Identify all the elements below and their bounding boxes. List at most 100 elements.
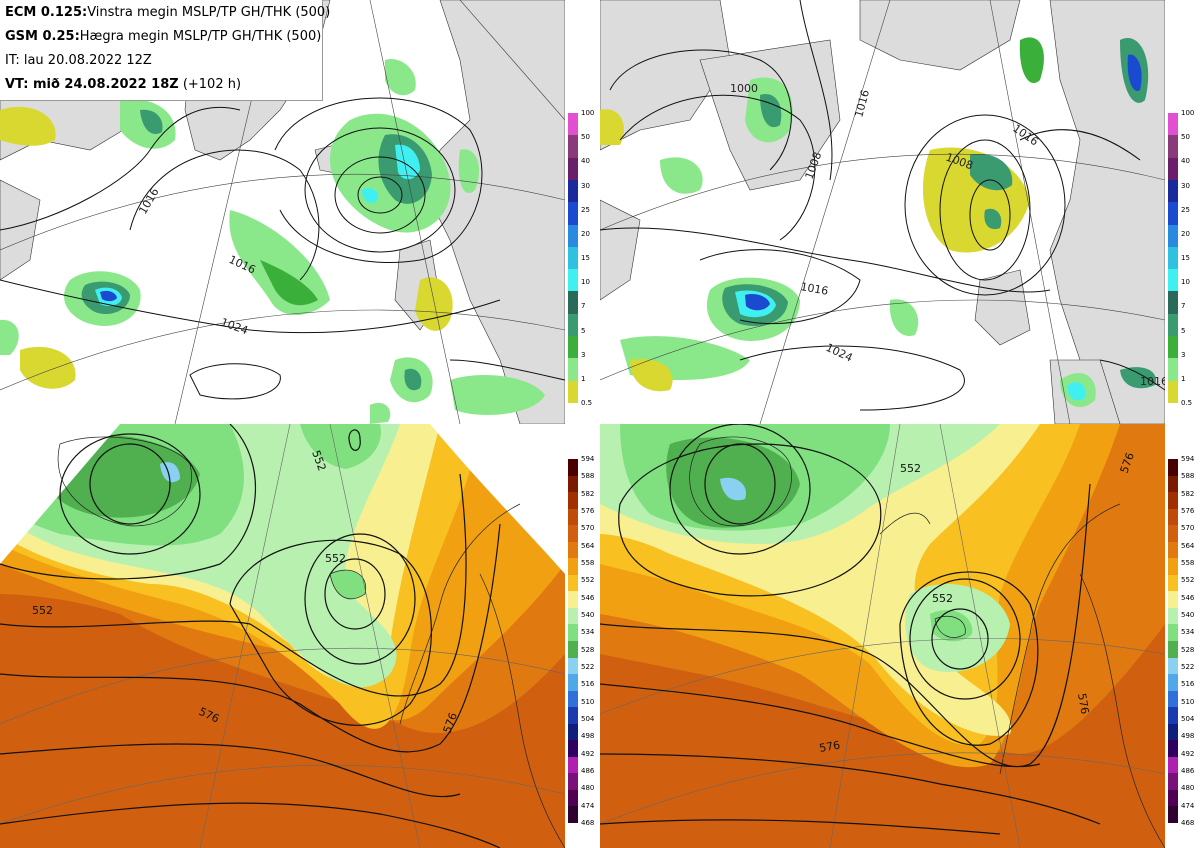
colorbar-label: 3 <box>581 350 586 359</box>
colorbar-swatch <box>568 336 578 359</box>
colorbar-swatch <box>1168 157 1178 180</box>
colorbar-label: 594 <box>581 455 595 463</box>
colorbar-label: 540 <box>581 611 595 619</box>
ecm-model-name: ECM 0.125: <box>5 5 88 20</box>
colorbar-swatch <box>568 674 578 691</box>
colorbar-swatch <box>1168 657 1178 675</box>
colorbar-swatch <box>568 202 578 225</box>
precip-areas <box>0 59 545 424</box>
colorbar-label: 10 <box>1181 278 1190 287</box>
colorbar-swatch <box>1168 756 1178 774</box>
contour-label: 552 <box>932 592 953 605</box>
colorbar-label: 468 <box>1181 819 1195 827</box>
colorbar-swatch <box>568 591 578 608</box>
colorbar-label: 20 <box>1181 229 1190 238</box>
colorbar-swatch <box>1168 358 1178 381</box>
contour-label: 552 <box>325 552 346 565</box>
colorbar-label: 5 <box>581 326 586 335</box>
thickness-colorbar-right: 594 588 582 576 570 564 558 552 546 540 534 528 522 5… <box>1168 455 1198 827</box>
colorbar-swatch <box>568 607 578 625</box>
colorbar-label: 510 <box>1181 697 1195 706</box>
colorbar-label: 10 <box>581 278 590 287</box>
colorbar-label: 570 <box>581 524 595 533</box>
colorbar-swatch <box>1168 574 1178 592</box>
ecm-model-line: ECM 0.125:Vinstra megin MSLP/TP GH/THK (… <box>5 5 330 20</box>
colorbar-swatch <box>568 740 578 757</box>
colorbar-swatch <box>1168 525 1178 542</box>
colorbar-swatch <box>1168 224 1178 247</box>
colorbar-swatch <box>1168 291 1178 314</box>
colorbar-label: 0.5 <box>581 399 593 407</box>
precip-colorbar-right: 100 50 40 30 25 20 15 10 7 5 3 1 0.5 <box>1168 109 1198 407</box>
contour-label: 576 <box>1075 692 1091 715</box>
colorbar-swatch <box>1168 690 1178 708</box>
ecm-gh-thk-svg: 552 552 552 576 576 <box>0 424 565 848</box>
colorbar-swatch <box>568 113 578 136</box>
precip-colorbar-left: 100 50 40 30 25 20 15 10 7 5 3 1 0.5 <box>568 109 598 407</box>
colorbar-label: 504 <box>581 715 595 723</box>
colorbar-swatch <box>1168 558 1178 575</box>
colorbar-swatch <box>1168 674 1178 691</box>
colorbar-label: 7 <box>581 302 586 311</box>
colorbar-label: 25 <box>1181 205 1190 214</box>
colorbar-swatch <box>568 475 578 493</box>
gsm-gh-thk-svg: 552 552 576 576 576 <box>600 424 1165 848</box>
colorbar-swatch <box>1168 641 1178 658</box>
colorbar-label: 564 <box>581 541 595 550</box>
colorbar-label: 582 <box>581 489 595 498</box>
colorbar-label: 40 <box>581 157 590 166</box>
forecast-hour: (+102 h) <box>178 77 242 92</box>
colorbar-label: 474 <box>581 801 595 810</box>
colorbar-label: 510 <box>581 697 595 706</box>
colorbar-swatch <box>568 574 578 592</box>
contour-label: 576 <box>818 739 841 755</box>
gsm-model-line: GSM 0.25:Hægra megin MSLP/TP GH/THK (500… <box>5 29 321 44</box>
colorbar-swatch <box>1168 607 1178 625</box>
colorbar-label: 492 <box>1181 749 1195 758</box>
colorbar-swatch <box>1168 591 1178 608</box>
colorbar-label: 1 <box>1181 374 1186 383</box>
colorbar-label: 498 <box>1181 732 1195 741</box>
colorbar-swatch <box>568 541 578 559</box>
colorbar-label: 1 <box>581 374 586 383</box>
colorbar-swatch <box>568 224 578 247</box>
colorbar-swatch <box>568 657 578 675</box>
ecm-geopotential-thickness-map: 552 552 552 576 576 <box>0 424 565 848</box>
colorbar-label: 498 <box>581 732 595 741</box>
colorbar-swatch <box>568 558 578 575</box>
colorbar-swatch <box>1168 246 1178 270</box>
colorbar-label: 480 <box>1181 784 1195 793</box>
contour-label: 552 <box>32 604 53 617</box>
colorbar-swatch <box>568 525 578 542</box>
gsm-geopotential-thickness-map: 552 552 576 576 576 <box>600 424 1165 848</box>
colorbar-swatch <box>1168 313 1178 337</box>
colorbar-swatch <box>1168 336 1178 359</box>
isobars <box>0 97 565 400</box>
gsm-model-description: Hægra megin MSLP/TP GH/THK (500) <box>79 29 322 44</box>
colorbar-label: 576 <box>581 507 595 515</box>
colorbar-swatch <box>1168 202 1178 225</box>
colorbar-swatch <box>1168 624 1178 641</box>
colorbar-label: 30 <box>1181 181 1190 190</box>
initial-time: IT: lau 20.08.2022 12Z <box>5 53 152 68</box>
colorbar-swatch <box>568 723 578 741</box>
precip-areas <box>600 37 1156 408</box>
colorbar-swatch <box>568 756 578 774</box>
geopotential-contours <box>0 424 501 848</box>
contour-label: 552 <box>900 462 921 475</box>
colorbar-swatch <box>568 508 578 526</box>
colorbar-label: 588 <box>581 472 595 481</box>
colorbar-label: 534 <box>1181 628 1195 637</box>
colorbar-swatch <box>1168 269 1178 292</box>
colorbar-label: 576 <box>1181 507 1195 515</box>
colorbar-swatch <box>1168 475 1178 493</box>
colorbar-label: 594 <box>1181 455 1195 463</box>
colorbar-swatch <box>568 641 578 658</box>
colorbar-label: 468 <box>581 819 595 827</box>
colorbar-label: 480 <box>581 784 595 793</box>
colorbar-label: 15 <box>1181 254 1190 262</box>
colorbar-swatch <box>568 459 578 476</box>
colorbar-label: 546 <box>1181 593 1195 602</box>
colorbar-swatch <box>1168 806 1178 823</box>
colorbar-label: 100 <box>1181 109 1195 117</box>
